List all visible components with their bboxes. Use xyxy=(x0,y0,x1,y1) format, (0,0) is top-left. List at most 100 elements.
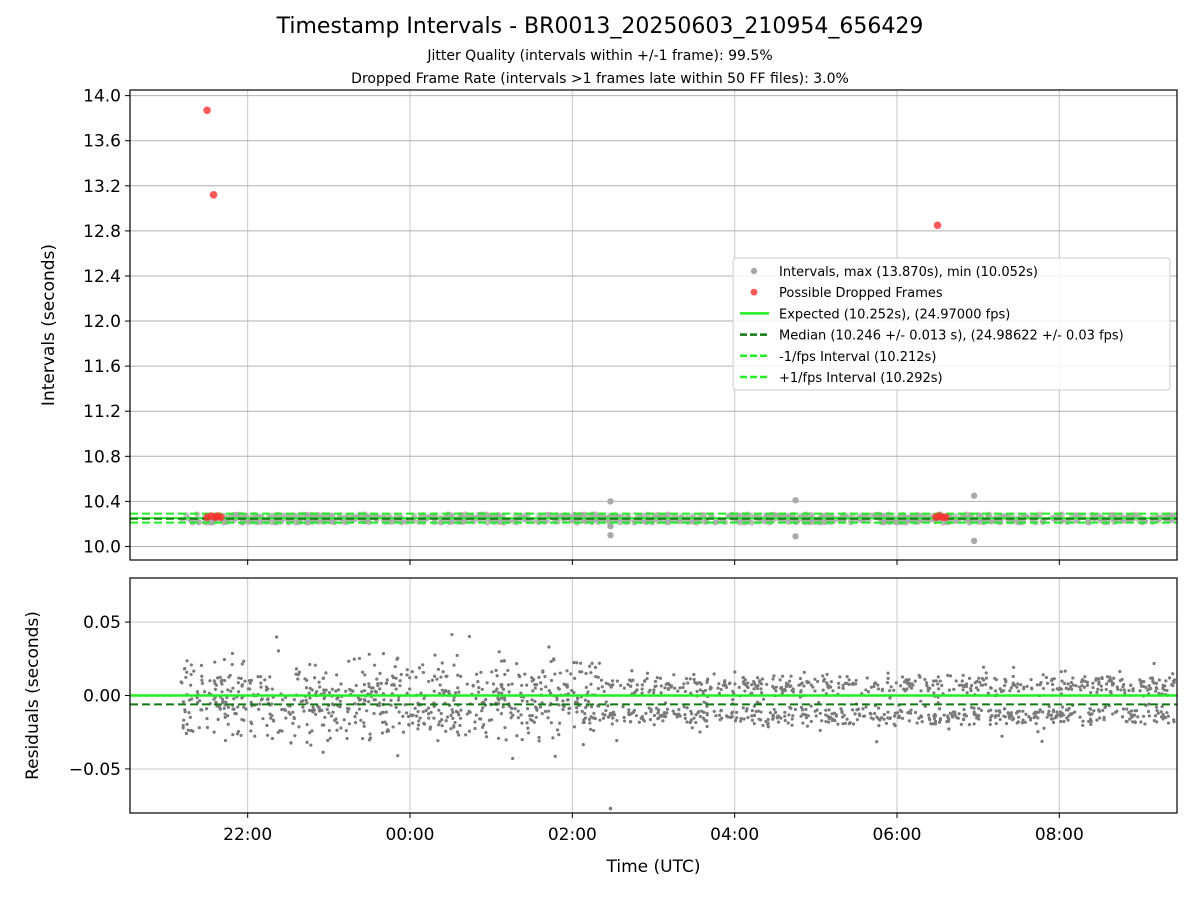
residual-point xyxy=(766,717,770,722)
residual-point xyxy=(547,645,551,649)
residual-point xyxy=(338,699,342,703)
residual-point xyxy=(697,709,701,714)
residual-point xyxy=(436,667,441,671)
residual-point xyxy=(583,698,587,702)
residual-point xyxy=(829,680,833,684)
residual-point xyxy=(261,717,265,721)
residual-point xyxy=(537,675,541,679)
residual-point xyxy=(743,689,747,693)
residual-point xyxy=(336,688,341,692)
residual-point xyxy=(596,675,600,679)
residual-point xyxy=(886,676,890,680)
residual-point xyxy=(699,682,704,686)
residual-point xyxy=(520,737,524,742)
residual-point xyxy=(1041,710,1045,714)
residual-point xyxy=(841,722,845,726)
residual-point xyxy=(750,708,754,713)
residual-point xyxy=(324,688,328,692)
residual-point xyxy=(961,688,965,692)
residual-point xyxy=(878,718,882,722)
residual-point xyxy=(325,707,329,711)
residual-point xyxy=(654,684,658,688)
residual-point xyxy=(565,683,569,687)
residual-point xyxy=(405,668,409,672)
residual-point xyxy=(854,678,858,683)
residual-point xyxy=(993,689,998,693)
residual-point xyxy=(627,710,631,715)
residual-point xyxy=(839,707,843,711)
residual-point xyxy=(1051,688,1055,692)
residual-point xyxy=(845,717,849,721)
residual-point xyxy=(478,717,482,721)
residual-point xyxy=(1007,713,1011,718)
residual-point xyxy=(1088,707,1093,711)
residual-point xyxy=(953,710,957,714)
residual-point xyxy=(416,727,420,731)
residual-point xyxy=(1036,730,1040,734)
residual-point xyxy=(608,711,612,716)
residual-point xyxy=(257,707,261,711)
residual-point xyxy=(755,700,760,704)
residual-point xyxy=(421,670,426,675)
residual-point xyxy=(685,720,689,724)
residual-point xyxy=(928,686,932,690)
residual-point xyxy=(189,663,193,667)
residual-point xyxy=(932,679,936,683)
residual-point xyxy=(717,682,721,686)
residual-point xyxy=(216,676,220,680)
residual-point xyxy=(986,709,991,713)
residual-point xyxy=(339,726,343,730)
residual-point xyxy=(786,721,790,725)
residual-point xyxy=(1060,705,1065,709)
residual-point xyxy=(604,681,608,685)
residual-point xyxy=(600,685,604,689)
residual-point xyxy=(558,671,562,675)
residual-point xyxy=(1085,680,1090,684)
residual-point xyxy=(575,710,579,714)
residual-point xyxy=(443,688,448,693)
residual-point xyxy=(456,686,460,690)
residual-point xyxy=(1060,679,1064,683)
residual-point xyxy=(496,708,500,712)
residual-point xyxy=(354,683,358,688)
chart-subtitle-jitter: Jitter Quality (intervals within +/-1 fr… xyxy=(427,48,773,64)
residual-point xyxy=(231,686,235,690)
residual-point xyxy=(361,736,365,741)
residual-point xyxy=(439,711,443,716)
residual-point xyxy=(438,683,442,687)
residual-point xyxy=(821,688,825,692)
residual-point xyxy=(731,698,735,702)
residual-point xyxy=(851,722,856,726)
residual-point xyxy=(381,652,386,656)
residual-point xyxy=(1172,680,1176,684)
residual-point xyxy=(962,713,966,717)
residual-point xyxy=(543,674,547,679)
residual-point xyxy=(396,754,400,758)
residual-point xyxy=(841,715,845,719)
residual-point xyxy=(449,727,453,731)
residual-point xyxy=(487,718,492,723)
residual-point xyxy=(421,663,425,667)
residual-point xyxy=(1119,688,1123,692)
residual-point xyxy=(759,718,763,722)
residual-point xyxy=(1073,710,1077,714)
residual-point xyxy=(760,677,765,681)
residual-point xyxy=(497,698,501,702)
residual-point xyxy=(537,739,541,743)
residual-point xyxy=(1125,707,1129,711)
residual-point xyxy=(1041,673,1045,677)
residual-point xyxy=(1036,716,1040,720)
residual-point xyxy=(259,675,263,679)
residual-point xyxy=(875,740,879,744)
residuals-series xyxy=(130,632,1177,811)
residual-point xyxy=(1057,687,1061,692)
residual-point xyxy=(653,679,658,684)
residual-point xyxy=(1066,682,1070,686)
residual-point xyxy=(1095,690,1099,695)
residual-point xyxy=(453,691,458,695)
residual-point xyxy=(885,681,890,685)
residual-point xyxy=(837,681,841,685)
residual-point xyxy=(752,682,757,686)
residual-point xyxy=(1009,686,1013,690)
residual-point xyxy=(357,698,362,702)
